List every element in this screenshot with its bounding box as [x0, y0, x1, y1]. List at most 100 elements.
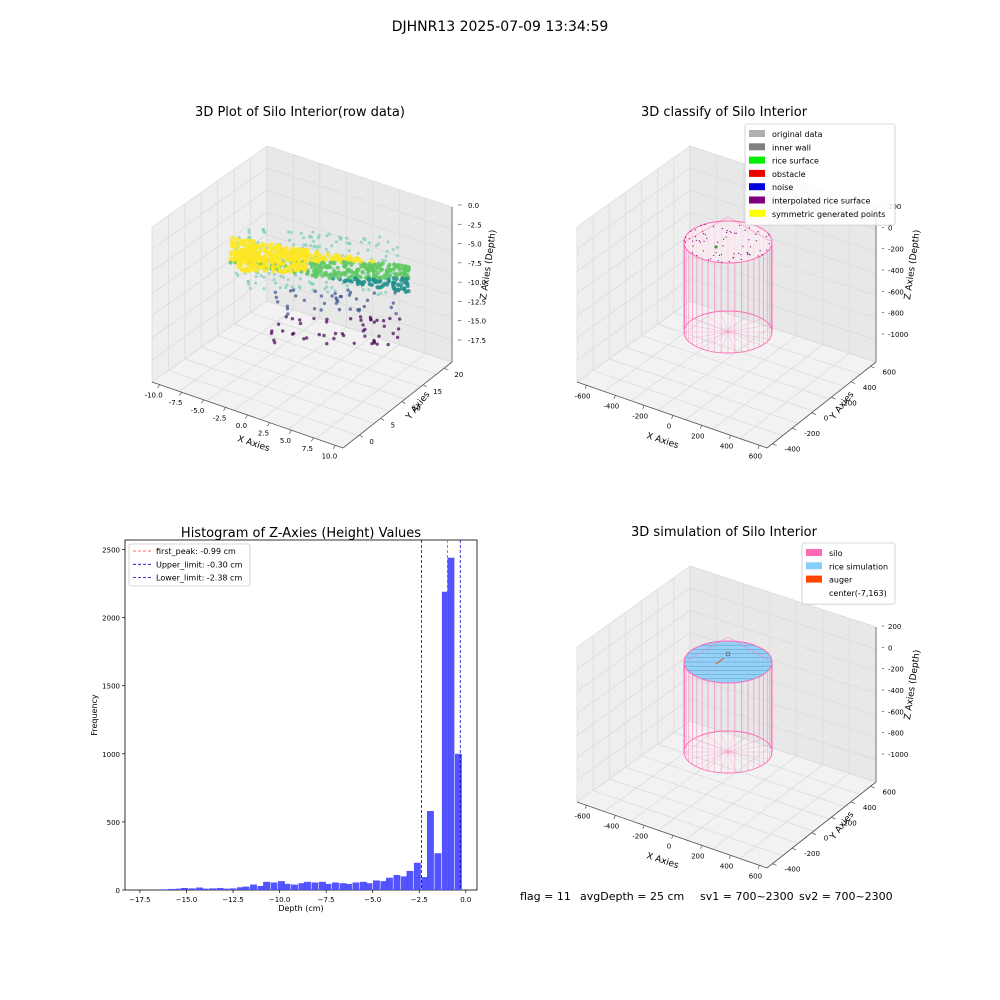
silo-bottom-spoke — [727, 744, 770, 753]
p2-x-tick-label: 600 — [749, 452, 762, 460]
silo-bottom-spoke — [727, 311, 736, 333]
histogram-bar — [332, 882, 339, 890]
data-point — [388, 316, 392, 321]
data-point — [348, 317, 353, 321]
silo-bottom-spoke — [686, 744, 729, 753]
histogram-bar — [242, 886, 250, 890]
grid-line — [739, 353, 850, 439]
p2-x-tick — [584, 385, 587, 389]
simulation-silo-wireframe — [683, 636, 773, 774]
data-point — [304, 247, 310, 253]
data-point — [230, 236, 235, 241]
classify-x-label: X Axies — [645, 431, 680, 451]
legend-swatch — [749, 169, 765, 177]
data-point — [312, 245, 316, 249]
data-point — [279, 274, 283, 278]
interpolated-point — [768, 234, 770, 236]
histogram-bar — [270, 882, 278, 890]
data-point — [393, 290, 397, 295]
legend-frame — [128, 543, 251, 587]
data-point — [332, 336, 336, 341]
x-tick-label: −7.5 — [318, 896, 335, 904]
data-point — [255, 257, 260, 262]
data-point — [395, 272, 400, 277]
data-point — [324, 280, 328, 285]
x-tick-label: 0.0 — [460, 896, 471, 904]
data-point — [262, 286, 266, 291]
raw-data-point-cloud — [228, 227, 412, 347]
p4-z-tick-label: 0 — [888, 644, 892, 652]
grid-line — [576, 565, 691, 648]
silo-bottom-spoke — [727, 331, 736, 353]
interpolated-point — [726, 231, 728, 234]
interpolated-point — [683, 240, 685, 242]
data-point — [376, 293, 380, 297]
grid-line — [576, 632, 691, 714]
histogram-bar — [345, 883, 352, 890]
data-point — [325, 342, 329, 346]
raw-y-tick — [401, 401, 406, 404]
histogram-bar — [291, 884, 298, 890]
p4-x-tick-label: 0 — [667, 842, 671, 850]
interpolated-point — [720, 254, 723, 256]
p4-x-tick — [642, 825, 645, 829]
raw-z-tick-label: -15.0 — [468, 318, 486, 326]
data-point — [367, 287, 371, 292]
grid-line — [250, 312, 437, 375]
p2-x-tick — [728, 435, 731, 439]
legend-frame — [801, 542, 896, 605]
data-point — [397, 317, 402, 321]
data-point — [278, 261, 283, 266]
silo-bottom-spoke — [694, 331, 729, 346]
data-point — [348, 242, 352, 246]
histogram-bar — [380, 881, 388, 890]
raw-y-tick-label: 20 — [454, 371, 463, 379]
data-point — [348, 307, 353, 311]
grid-line — [266, 145, 453, 208]
simulation-3d-plot: 3D simulation of Silo Interior -600-400-… — [575, 525, 923, 880]
data-point — [394, 311, 398, 316]
interpolated-point — [721, 261, 723, 263]
data-point — [308, 235, 312, 239]
p2-x-tick-label: 0 — [667, 422, 671, 430]
histogram-bar — [339, 883, 347, 890]
data-point — [353, 276, 358, 281]
data-point — [256, 240, 260, 245]
data-point — [281, 275, 285, 279]
data-point — [246, 282, 251, 286]
data-point — [363, 334, 367, 338]
data-point — [319, 294, 324, 298]
legend-entry: auger — [829, 576, 853, 585]
data-point — [284, 285, 288, 290]
data-point — [393, 263, 398, 268]
back-left-pane — [577, 566, 690, 802]
data-point — [395, 245, 400, 250]
raw-data-x-ticks: -10.0 -7.5 -5.0 -2.5 0.0 2.5 5.0 7.5 10.0 — [145, 384, 337, 460]
data-point — [299, 231, 303, 235]
p2-z-tick-label: -600 — [888, 288, 904, 296]
data-point — [367, 241, 371, 245]
data-point — [262, 275, 266, 279]
data-point — [347, 257, 352, 262]
silo-bottom-spoke — [705, 331, 729, 351]
sv1-text: sv1 = 700~2300 — [700, 890, 794, 903]
data-point — [260, 256, 266, 261]
interpolated-point — [722, 245, 724, 247]
data-point — [236, 254, 242, 259]
data-point — [396, 327, 401, 331]
histogram-y-ticks: 0 500 1000 1500 2000 2500 — [102, 547, 125, 895]
data-point — [362, 304, 367, 309]
raw-x-tick — [179, 392, 182, 396]
y-tick-label: 500 — [107, 819, 120, 827]
interpolated-point — [726, 229, 728, 232]
data-point — [314, 269, 319, 274]
simulation-z-label: Z Axies (Depth) — [903, 649, 923, 720]
interpolated-point — [738, 224, 741, 227]
data-point — [391, 301, 396, 305]
data-point — [347, 293, 352, 297]
raw-data-y-ticks: 0 5 10 15 20 — [359, 367, 463, 446]
data-point — [311, 230, 315, 234]
data-point — [285, 283, 289, 287]
p4-y-tick — [850, 801, 856, 804]
data-point — [270, 268, 276, 274]
